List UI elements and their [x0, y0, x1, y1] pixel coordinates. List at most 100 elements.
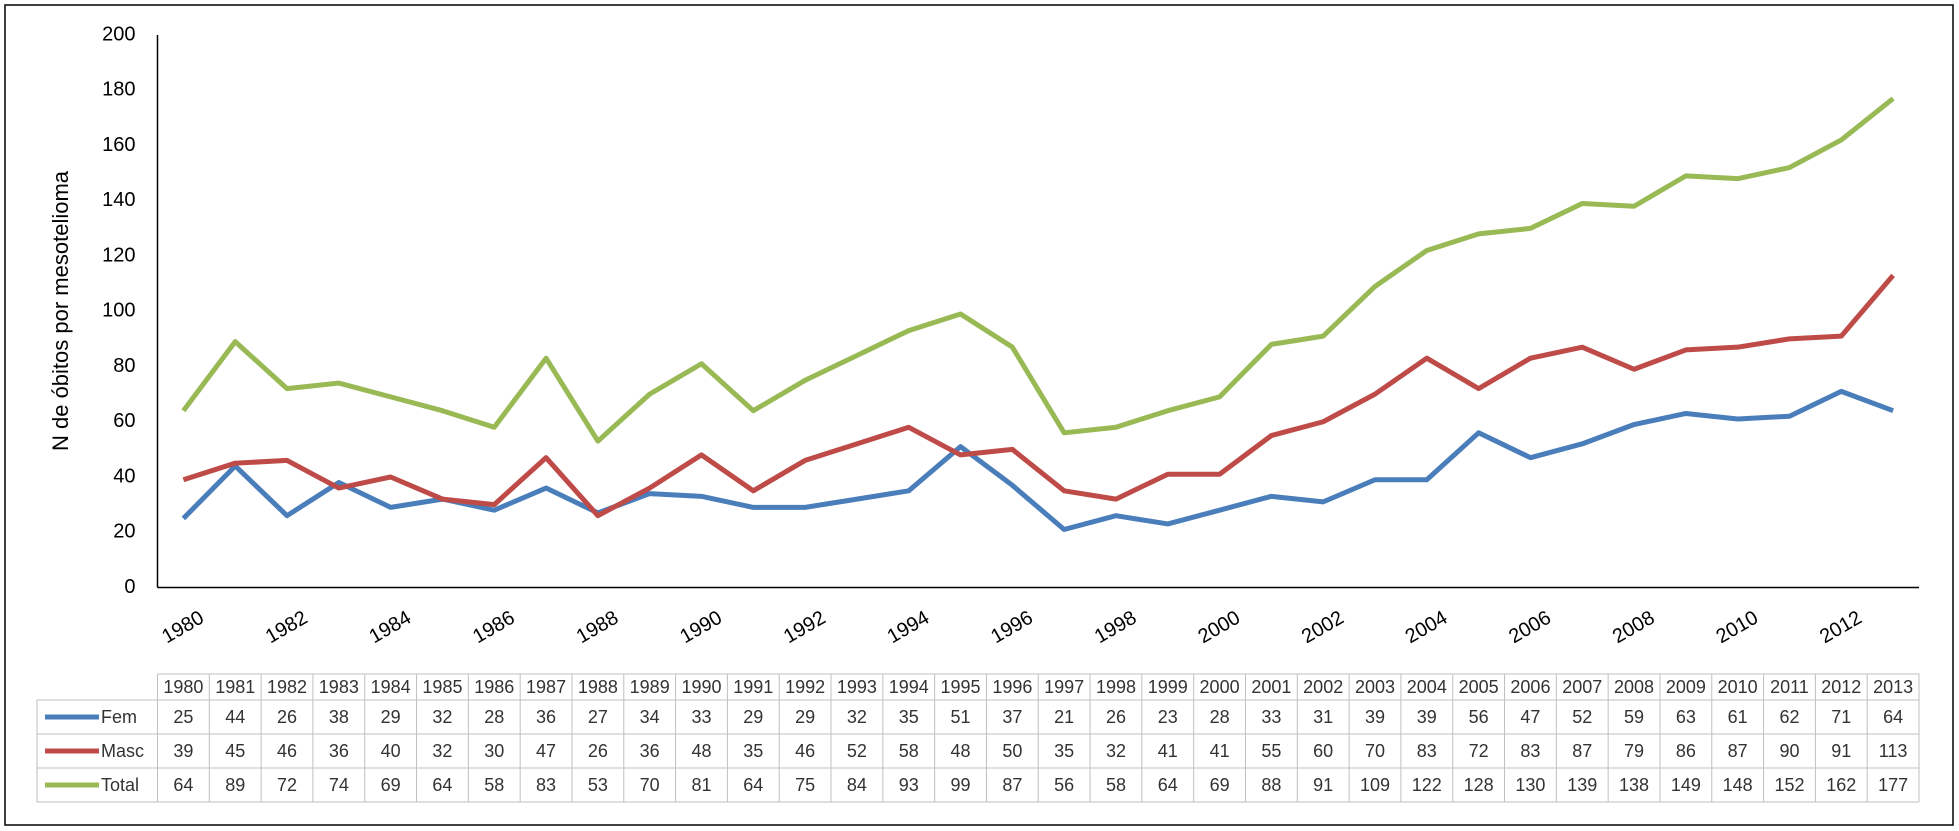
table-header: 1986: [474, 677, 514, 697]
table-cell: 139: [1567, 775, 1597, 795]
table-cell: 72: [1469, 741, 1489, 761]
table-cell: 44: [225, 707, 245, 727]
table-cell: 64: [173, 775, 193, 795]
table-header: 2005: [1459, 677, 1499, 697]
table-cell: 60: [1313, 741, 1333, 761]
table-header: 2004: [1407, 677, 1447, 697]
table-cell: 41: [1210, 741, 1230, 761]
table-cell: 34: [640, 707, 660, 727]
table-cell: 47: [536, 741, 556, 761]
table-header: 1989: [630, 677, 670, 697]
table-cell: 39: [173, 741, 193, 761]
table-cell: 33: [1261, 707, 1281, 727]
table-cell: 177: [1878, 775, 1908, 795]
table-cell: 35: [743, 741, 763, 761]
line-1: [182, 273, 1896, 519]
table-header: 2003: [1355, 677, 1395, 697]
y-tick-label: 80: [113, 355, 135, 377]
table-header: 1997: [1044, 677, 1084, 697]
table-header: 2012: [1821, 677, 1861, 697]
legend-label: Masc: [101, 741, 144, 761]
table-cell: 89: [225, 775, 245, 795]
table-cell: 130: [1515, 775, 1545, 795]
table-cell: 39: [1417, 707, 1437, 727]
table-cell: 69: [1210, 775, 1230, 795]
table-header: 1984: [371, 677, 411, 697]
y-tick-label: 100: [102, 300, 135, 322]
table-cell: 26: [588, 741, 608, 761]
table-cell: 86: [1676, 741, 1696, 761]
table-cell: 48: [951, 741, 971, 761]
table-cell: 79: [1624, 741, 1644, 761]
table-header: 1981: [215, 677, 255, 697]
table-cell: 50: [1002, 741, 1022, 761]
table-cell: 53: [588, 775, 608, 795]
table-cell: 81: [691, 775, 711, 795]
table-cell: 149: [1671, 775, 1701, 795]
table-header: 1990: [681, 677, 721, 697]
table-cell: 21: [1054, 707, 1074, 727]
table-cell: 30: [484, 741, 504, 761]
table-cell: 41: [1158, 741, 1178, 761]
table-cell: 93: [899, 775, 919, 795]
table-cell: 52: [1572, 707, 1592, 727]
y-axis-label: N de óbitos por mesotelioma: [48, 170, 73, 451]
table-cell: 84: [847, 775, 867, 795]
table-cell: 28: [1210, 707, 1230, 727]
table-header: 2000: [1200, 677, 1240, 697]
table-cell: 52: [847, 741, 867, 761]
table-header: 2013: [1873, 677, 1913, 697]
table-cell: 32: [1106, 741, 1126, 761]
table-cell: 64: [1158, 775, 1178, 795]
frame: [4, 4, 1954, 826]
table-cell: 45: [225, 741, 245, 761]
y-tick-label: 160: [102, 134, 135, 156]
table-cell: 63: [1676, 707, 1696, 727]
table-cell: 70: [1365, 741, 1385, 761]
table-header: 1987: [526, 677, 566, 697]
table-cell: 29: [795, 707, 815, 727]
table-cell: 33: [691, 707, 711, 727]
table-header: 1993: [837, 677, 877, 697]
table-header: 1980: [163, 677, 203, 697]
legend-label: Total: [101, 775, 139, 795]
table-cell: 56: [1469, 707, 1489, 727]
table-header: 1991: [733, 677, 773, 697]
y-tick-label: 20: [113, 521, 135, 543]
table-cell: 36: [640, 741, 660, 761]
table-header: 2010: [1718, 677, 1758, 697]
table-cell: 29: [381, 707, 401, 727]
table-cell: 46: [277, 741, 297, 761]
table-header: 1996: [992, 677, 1032, 697]
table-cell: 38: [329, 707, 349, 727]
table-header: 1994: [889, 677, 929, 697]
table-cell: 59: [1624, 707, 1644, 727]
table-header: 2006: [1510, 677, 1550, 697]
table-cell: 87: [1572, 741, 1592, 761]
table-header: 1985: [422, 677, 462, 697]
table-cell: 64: [743, 775, 763, 795]
table-header: 1999: [1148, 677, 1188, 697]
table-cell: 109: [1360, 775, 1390, 795]
table-cell: 31: [1313, 707, 1333, 727]
table-header: 2008: [1614, 677, 1654, 697]
y-tick-label: 0: [124, 576, 135, 598]
table-header: 1992: [785, 677, 825, 697]
table-cell: 83: [1520, 741, 1540, 761]
table-cell: 72: [277, 775, 297, 795]
table-cell: 26: [1106, 707, 1126, 727]
table-cell: 46: [795, 741, 815, 761]
table-cell: 75: [795, 775, 815, 795]
table-cell: 113: [1879, 741, 1908, 761]
table-cell: 36: [329, 741, 349, 761]
table-cell: 32: [847, 707, 867, 727]
table-cell: 71: [1831, 707, 1851, 727]
table-cell: 64: [432, 775, 452, 795]
table-cell: 70: [640, 775, 660, 795]
table-cell: 51: [951, 707, 971, 727]
y-tick-label: 120: [102, 244, 135, 266]
line-0: [181, 388, 1894, 532]
table-cell: 27: [588, 707, 608, 727]
